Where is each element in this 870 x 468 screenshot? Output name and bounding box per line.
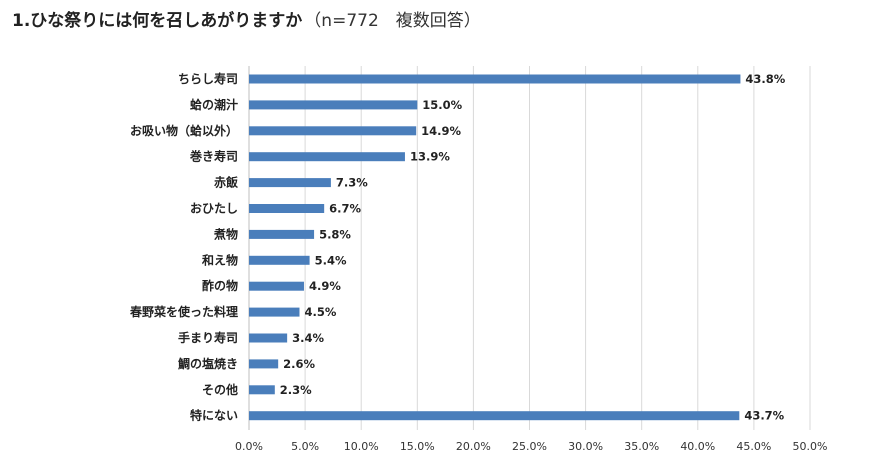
value-label: 4.5% xyxy=(304,305,336,319)
value-label: 2.6% xyxy=(283,357,315,371)
category-label: お吸い物（蛤以外） xyxy=(130,123,238,138)
x-tick-label: 30.0% xyxy=(568,440,603,453)
value-label: 5.8% xyxy=(319,227,351,241)
bar xyxy=(249,385,275,395)
x-tick-label: 25.0% xyxy=(512,440,547,453)
gridlines xyxy=(248,66,811,430)
bar xyxy=(249,100,418,110)
category-label: おひたし xyxy=(190,202,238,216)
bar xyxy=(249,307,300,317)
value-label: 15.0% xyxy=(422,98,462,112)
value-labels: 43.8% 15.0% 14.9% 13.9% 7.3% 6.7% 5.8% 5.4% 4.9%… xyxy=(280,72,786,423)
category-label: 鯛の塩焼き xyxy=(178,356,238,371)
bar xyxy=(249,255,310,265)
x-tick-label: 15.0% xyxy=(400,440,435,453)
chart-title: 1.ひな祭りには何を召しあがりますか xyxy=(12,11,303,31)
chart-subtitle: （n=772 複数回答） xyxy=(304,11,481,31)
x-tick-label: 40.0% xyxy=(680,440,715,453)
bar xyxy=(249,74,741,84)
value-label: 5.4% xyxy=(315,253,347,267)
value-label: 43.8% xyxy=(745,72,785,86)
bar xyxy=(249,411,740,421)
x-tick-label: 35.0% xyxy=(624,440,659,453)
bar xyxy=(249,126,417,136)
category-label: 煮物 xyxy=(213,226,238,241)
value-label: 43.7% xyxy=(744,409,784,423)
x-tick-label: 45.0% xyxy=(736,440,771,453)
x-tick-label: 10.0% xyxy=(344,440,379,453)
bar xyxy=(249,229,315,239)
value-label: 2.3% xyxy=(280,383,312,397)
bar xyxy=(249,359,279,369)
bars xyxy=(249,74,741,421)
x-tick-label: 50.0% xyxy=(793,440,828,453)
category-label: その他 xyxy=(202,382,238,397)
category-label: 手まり寿司 xyxy=(178,330,238,345)
value-label: 6.7% xyxy=(329,202,361,216)
bar xyxy=(249,333,288,343)
category-label: 赤飯 xyxy=(214,175,238,190)
x-tick-label: 20.0% xyxy=(456,440,491,453)
x-tick-label: 0.0% xyxy=(235,440,263,453)
category-label: 和え物 xyxy=(201,252,238,267)
bar xyxy=(249,178,331,188)
category-label: ちらし寿司 xyxy=(178,71,238,86)
value-label: 7.3% xyxy=(336,176,368,190)
value-label: 3.4% xyxy=(292,331,324,345)
category-label: 特にない xyxy=(190,408,238,423)
page-title: 1.ひな祭りには何を召しあがりますか （n=772 複数回答） xyxy=(12,6,481,31)
category-label: 酢の物 xyxy=(202,278,238,293)
x-axis-tick-labels: 0.0% 5.0% 10.0% 15.0% 20.0% 25.0% 30.0% 35.0% 40… xyxy=(235,440,827,453)
bar xyxy=(249,204,325,213)
category-label: 巻き寿司 xyxy=(189,149,238,164)
bar xyxy=(249,152,405,162)
bar xyxy=(249,281,304,291)
x-tick-label: 5.0% xyxy=(291,440,319,453)
value-label: 14.9% xyxy=(421,124,461,138)
category-label: 春野菜を使った料理 xyxy=(129,304,238,319)
category-label: 蛤の潮汁 xyxy=(190,97,238,112)
value-label: 13.9% xyxy=(410,150,450,164)
value-label: 4.9% xyxy=(309,279,341,293)
